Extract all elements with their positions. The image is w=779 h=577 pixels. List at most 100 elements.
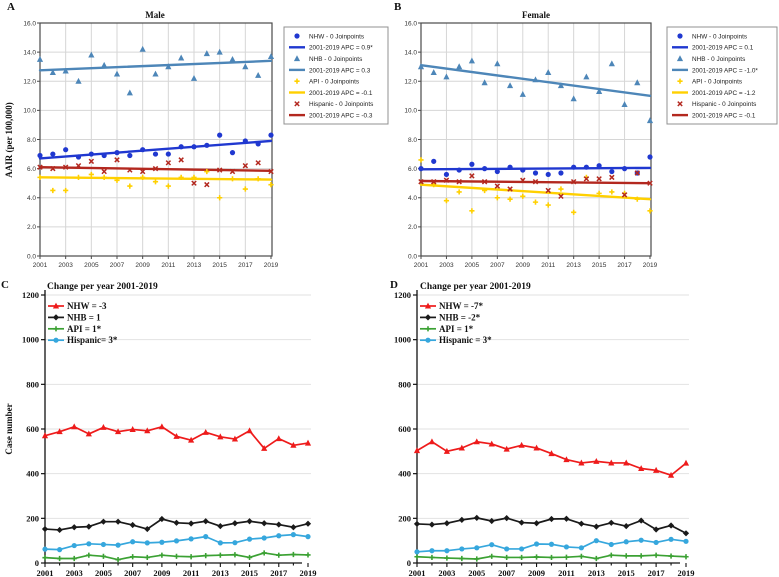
y-tick-label: 0.0 bbox=[408, 253, 417, 260]
circle-marker bbox=[86, 541, 92, 547]
x-tick-label: 2007 bbox=[498, 568, 516, 577]
triangle-marker bbox=[468, 57, 475, 64]
x-tick-label: 2005 bbox=[95, 568, 112, 577]
triangle-marker bbox=[203, 50, 210, 57]
triangle-marker bbox=[113, 70, 121, 77]
circle-marker bbox=[255, 141, 261, 147]
plus-marker bbox=[140, 174, 146, 180]
plus-marker bbox=[203, 553, 209, 559]
triangle-marker bbox=[473, 438, 480, 445]
plus-marker bbox=[165, 183, 171, 189]
circle-marker bbox=[130, 539, 136, 545]
circle-marker bbox=[178, 144, 184, 150]
triangle-marker bbox=[293, 55, 301, 62]
triangle-marker bbox=[231, 435, 239, 442]
circle-marker bbox=[71, 542, 77, 549]
triangle-marker bbox=[638, 465, 645, 472]
triangle-marker bbox=[261, 445, 268, 451]
triangle-marker bbox=[139, 45, 146, 52]
circle-marker bbox=[683, 538, 689, 544]
circle-marker bbox=[294, 33, 300, 39]
x-marker bbox=[127, 167, 133, 173]
triangle-marker bbox=[41, 432, 49, 439]
nhw-trend-line bbox=[419, 166, 652, 171]
y-tick-label: 400 bbox=[26, 469, 39, 479]
diamond-marker bbox=[682, 530, 690, 537]
y-tick-label: 6.0 bbox=[27, 166, 36, 173]
x-tick-label: 2003 bbox=[58, 262, 73, 269]
diamond-marker bbox=[413, 520, 421, 528]
plus-marker bbox=[533, 554, 540, 560]
x-tick-label: 2011 bbox=[183, 568, 200, 577]
diamond-marker bbox=[533, 520, 540, 527]
plus-marker bbox=[242, 186, 248, 192]
y-tick-label: 12.0 bbox=[23, 79, 36, 86]
x-marker bbox=[50, 165, 56, 172]
x-marker bbox=[101, 168, 107, 175]
triangle-marker bbox=[413, 447, 421, 454]
legend-line-label: 2001-2019 APC = -1.0* bbox=[692, 67, 758, 74]
circle-marker bbox=[621, 166, 628, 172]
legend-marker-label: NHW - 0 Joinpoints bbox=[309, 33, 364, 40]
triangle-marker bbox=[165, 63, 172, 70]
triangle-marker bbox=[593, 457, 600, 464]
circle-marker bbox=[88, 151, 94, 157]
diamond-marker bbox=[488, 517, 495, 525]
triangle-marker bbox=[488, 440, 495, 447]
circle-marker bbox=[188, 536, 194, 542]
circle-marker bbox=[203, 534, 209, 540]
diamond-marker bbox=[114, 518, 122, 525]
plus-marker bbox=[683, 554, 689, 560]
triangle-marker bbox=[75, 77, 82, 84]
plus-marker bbox=[504, 554, 510, 561]
y-tick-label: 0.0 bbox=[27, 253, 36, 260]
plus-marker bbox=[418, 157, 424, 163]
plus-marker bbox=[276, 552, 282, 558]
legend-line-label: 2001-2019 APC = -0.1 bbox=[692, 113, 756, 120]
legend-marker-label: NHB - 0 Joinpoints bbox=[309, 56, 362, 63]
diamond-marker bbox=[548, 515, 555, 523]
x-tick-label: 2013 bbox=[566, 262, 581, 269]
plus-marker bbox=[548, 554, 555, 561]
x-marker bbox=[634, 170, 641, 176]
circle-marker bbox=[593, 538, 599, 544]
triangle-marker bbox=[304, 439, 312, 446]
x-tick-label: 2005 bbox=[84, 262, 99, 269]
legend-marker-label: Hispanic - 0 Joinpoints bbox=[692, 101, 756, 108]
y-tick-label: 1000 bbox=[22, 335, 39, 345]
y-tick-label: 8.0 bbox=[27, 137, 36, 144]
circle-marker bbox=[583, 164, 589, 170]
nhb-trend-line bbox=[38, 59, 273, 72]
y-tick-label: 6.0 bbox=[408, 166, 417, 173]
circle-marker bbox=[173, 538, 180, 544]
plus-marker bbox=[414, 554, 420, 560]
plus-marker bbox=[609, 189, 615, 195]
circle-marker bbox=[474, 545, 480, 551]
triangle-marker bbox=[532, 76, 539, 83]
triangle-marker bbox=[608, 60, 615, 67]
triangle-marker bbox=[173, 432, 180, 439]
circle-marker bbox=[608, 541, 614, 548]
panel-d-chart: 0 200 400 600 800 1000 1200 2001 2003 2005 2007 200… bbox=[389, 280, 779, 577]
plus-marker bbox=[634, 196, 640, 202]
diamond-marker bbox=[246, 518, 253, 525]
circle-marker bbox=[290, 532, 296, 538]
y-tick-label: 0 bbox=[35, 558, 39, 568]
x-tick-label: 2001 bbox=[414, 262, 429, 269]
circle-marker bbox=[504, 546, 510, 552]
circle-marker bbox=[545, 171, 551, 178]
circle-marker bbox=[533, 541, 540, 547]
panel-c-title: Change per year 2001-2019 bbox=[47, 282, 158, 292]
diamond-marker bbox=[563, 515, 570, 522]
y-tick-label: 1200 bbox=[394, 290, 411, 300]
legend-marker-label: NHW - 0 Joinpoints bbox=[692, 33, 747, 40]
circle-marker bbox=[268, 132, 274, 138]
triangle-marker bbox=[481, 79, 488, 86]
plus-marker bbox=[144, 554, 150, 561]
triangle-marker bbox=[216, 48, 223, 55]
circle-marker bbox=[519, 546, 525, 552]
diamond-marker bbox=[85, 523, 92, 530]
plus-marker bbox=[127, 183, 133, 189]
triangle-marker bbox=[188, 436, 195, 443]
plus-marker bbox=[571, 209, 577, 215]
